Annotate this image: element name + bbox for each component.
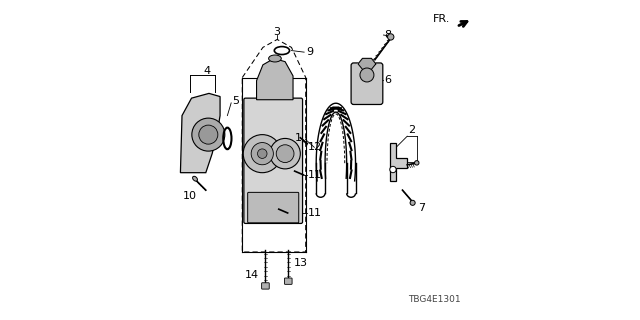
Text: 13: 13: [294, 258, 308, 268]
Circle shape: [199, 125, 218, 144]
FancyBboxPatch shape: [248, 192, 299, 223]
Text: 2: 2: [408, 125, 415, 135]
Circle shape: [415, 161, 419, 165]
Text: TBG4E1301: TBG4E1301: [408, 295, 461, 304]
Text: 10: 10: [183, 190, 197, 201]
Circle shape: [410, 200, 415, 205]
Text: 1: 1: [295, 133, 302, 143]
FancyBboxPatch shape: [284, 278, 292, 284]
Text: 3: 3: [274, 27, 281, 37]
Circle shape: [192, 118, 225, 151]
FancyBboxPatch shape: [244, 98, 303, 223]
Polygon shape: [257, 59, 293, 100]
Polygon shape: [180, 93, 220, 173]
Text: 8: 8: [385, 30, 392, 40]
Text: 11: 11: [308, 170, 322, 180]
Text: 6: 6: [385, 75, 392, 85]
Text: 5: 5: [232, 96, 239, 106]
FancyBboxPatch shape: [351, 63, 383, 105]
Text: 14: 14: [245, 270, 259, 280]
Ellipse shape: [193, 176, 198, 181]
Polygon shape: [358, 58, 376, 69]
Circle shape: [388, 34, 394, 40]
Polygon shape: [390, 142, 407, 180]
Circle shape: [276, 145, 294, 163]
Circle shape: [243, 135, 282, 173]
Text: 4: 4: [204, 66, 211, 76]
Text: 12: 12: [308, 142, 322, 152]
Circle shape: [360, 68, 374, 82]
Circle shape: [270, 139, 300, 169]
Text: 7: 7: [418, 203, 425, 212]
FancyBboxPatch shape: [262, 283, 269, 289]
Text: 9: 9: [306, 47, 313, 57]
Circle shape: [251, 142, 273, 165]
Ellipse shape: [269, 55, 282, 62]
Circle shape: [257, 149, 267, 158]
Text: FR.: FR.: [433, 14, 450, 24]
Circle shape: [390, 166, 396, 173]
Text: 11: 11: [308, 208, 322, 218]
